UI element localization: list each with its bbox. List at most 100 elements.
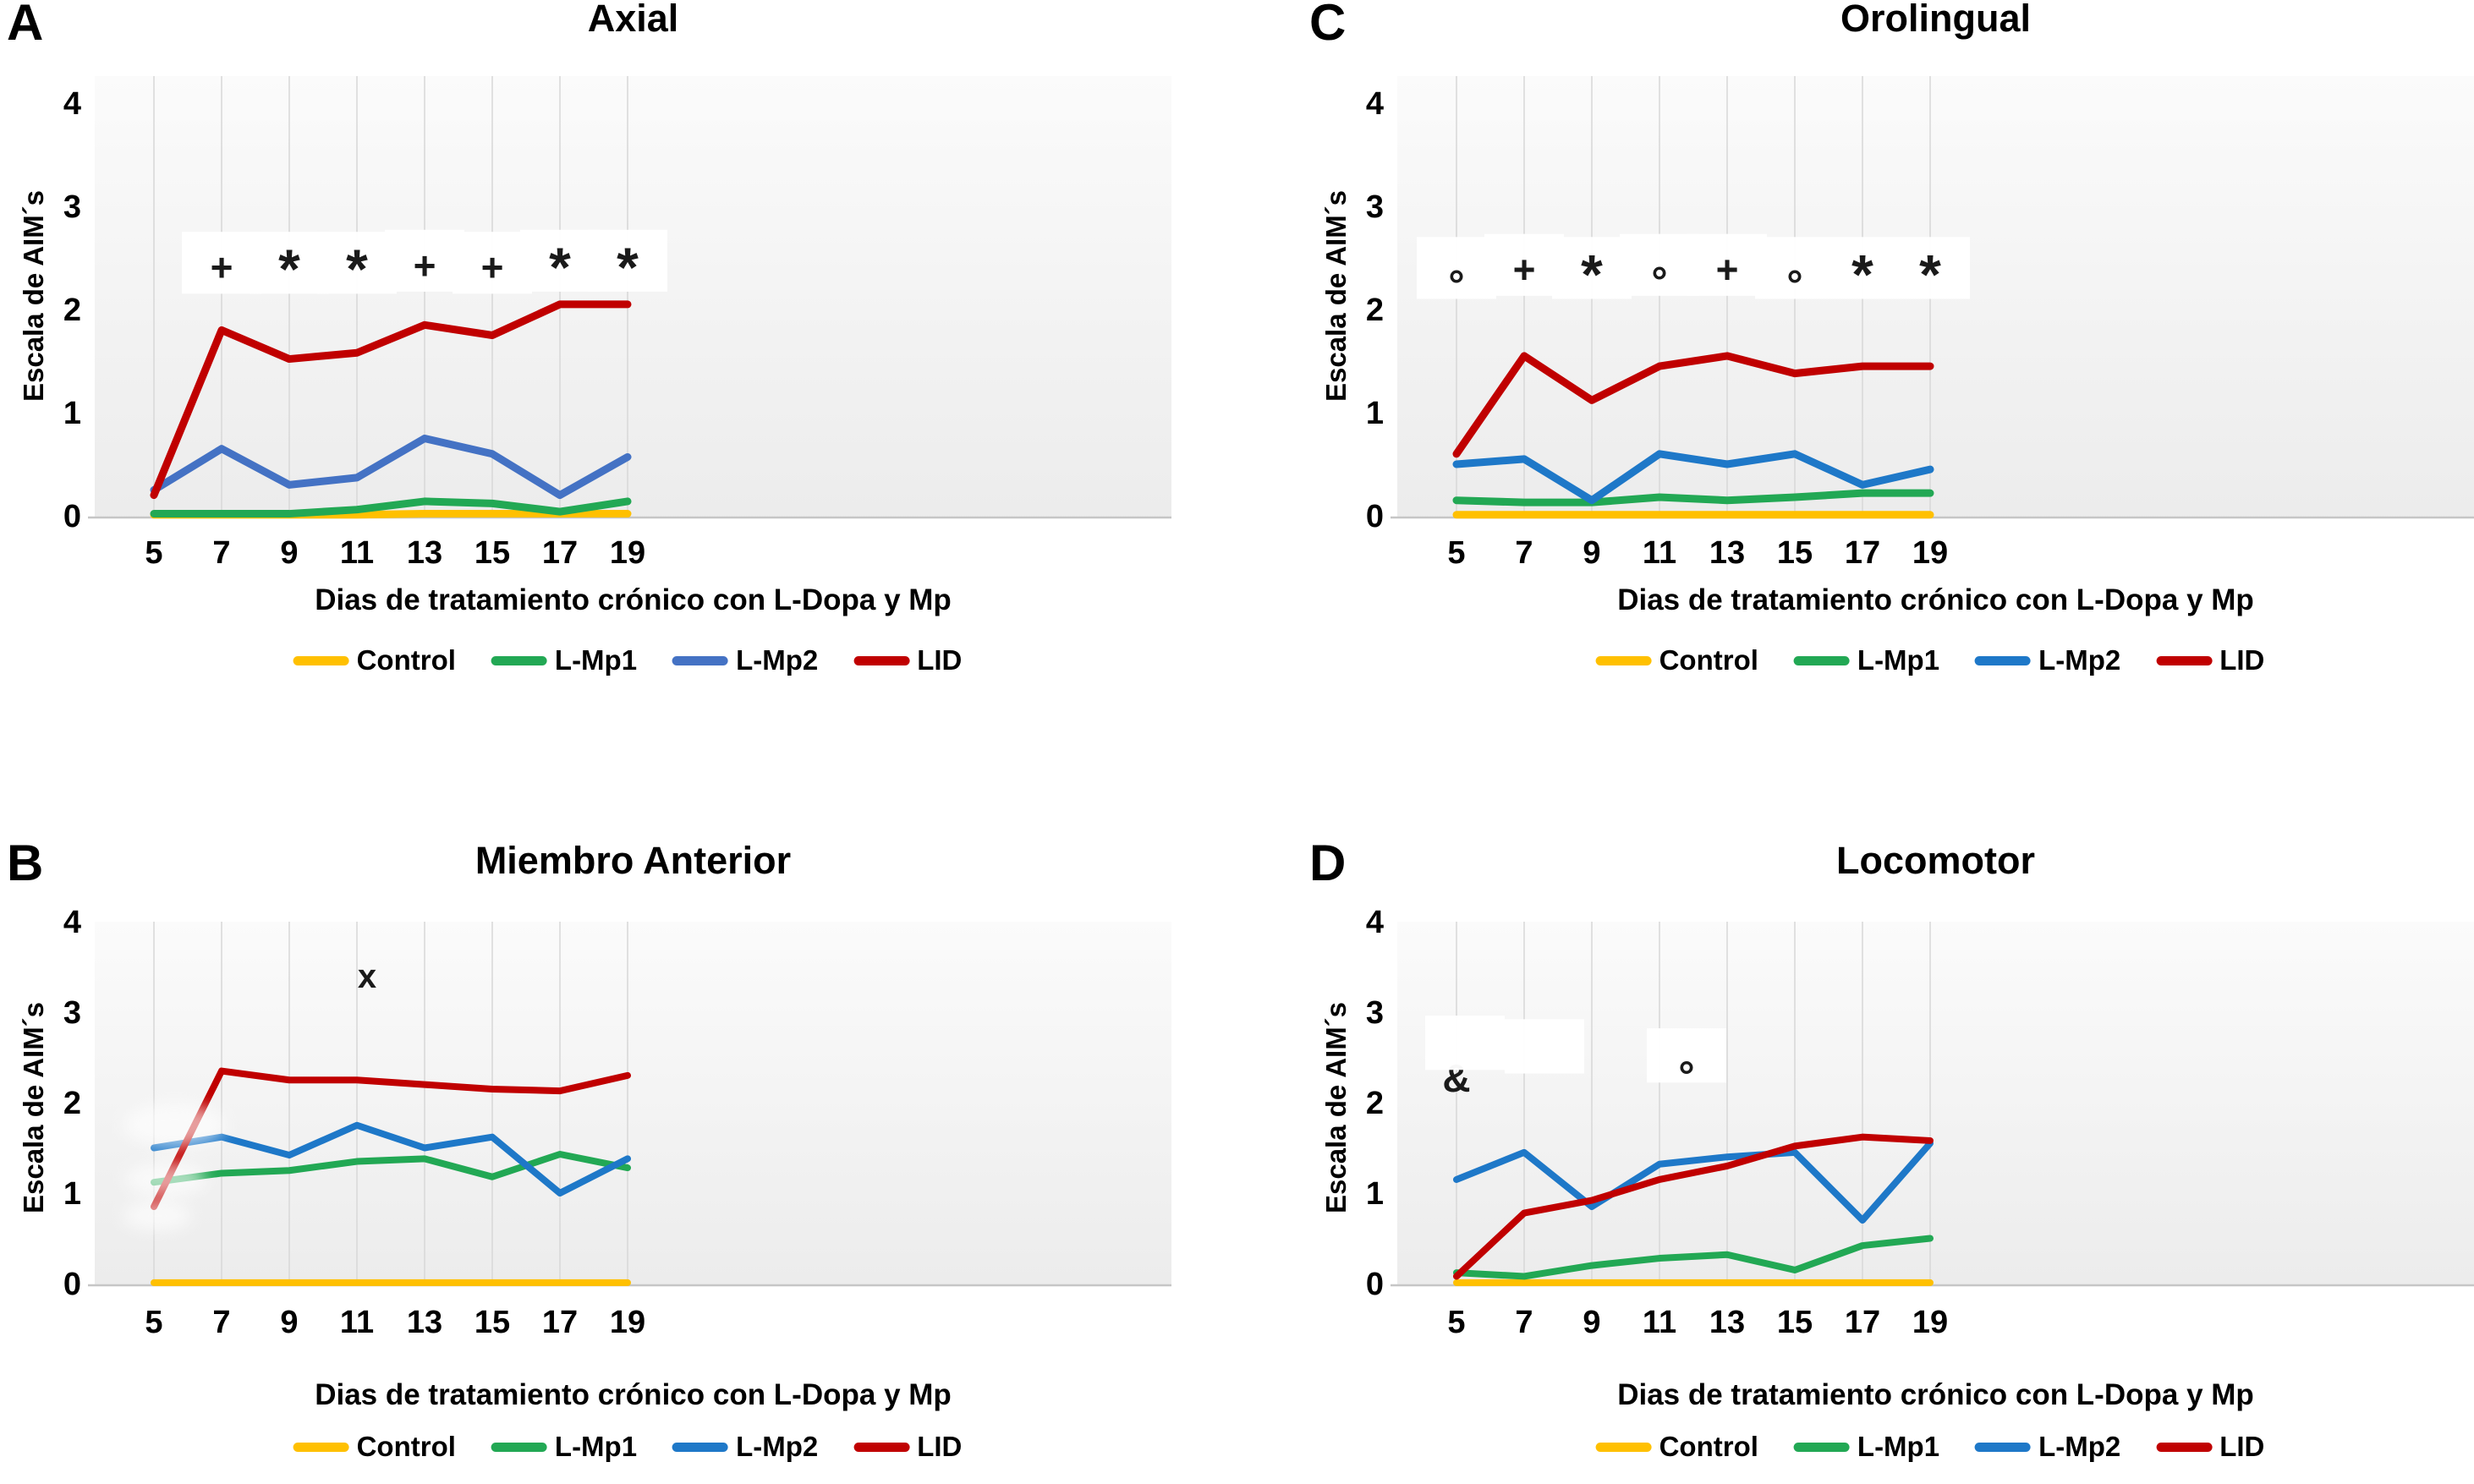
series-line-LID [151,1067,631,1211]
annotation-symbol: * [1919,243,1941,305]
y-tick: 2 [1366,293,1384,328]
legend-swatch [1975,1442,2032,1452]
legend-label: L-Mp1 [1857,1431,1940,1462]
legend: Control L-Mp1 L-Mp2 LID [293,1431,962,1463]
legend-item-L-Mp2: L-Mp2 [672,644,818,676]
legend-item-Control: Control [1595,644,1758,676]
legend-label: L-Mp2 [2038,1431,2121,1462]
x-tick: 9 [1583,535,1600,571]
x-axis-label: Dias de tratamiento crónico con L-Dopa y… [1617,1378,2254,1411]
x-tick: 9 [1583,1305,1600,1340]
legend: Control L-Mp1 L-Mp2 LID [293,644,963,676]
x-tick: 7 [212,535,230,571]
series-line-LID [1453,1133,1934,1280]
y-tick: 0 [63,499,81,534]
annotation-symbol: * [549,236,571,298]
legend-label: L-Mp2 [2038,644,2121,676]
y-tick: 2 [63,293,81,328]
plot-area: x 0 1 2 3 4 5 7 9 11 13 15 17 19 [63,905,1171,1340]
annotation-box [1687,233,1767,296]
annotation-box [453,232,532,294]
annotation-symbol: * [346,238,368,300]
legend-swatch [2156,1442,2213,1452]
panel-title: Orolingual [1840,0,2031,40]
legend-label: L-Mp1 [1857,644,1940,676]
annotation-symbol: ° [1448,263,1464,308]
y-tick: 4 [63,905,81,940]
x-tick: 7 [1515,535,1533,571]
legend-swatch [1595,655,1652,665]
legend-label: L-Mp2 [736,644,819,676]
annotation-box [1890,237,1970,299]
x-tick: 13 [407,1305,442,1340]
plot-area: + * * + + * * 0 1 2 3 4 5 7 9 11 13 15 17 19 [63,76,1171,571]
x-axis-label: Dias de tratamiento crónico con L-Dopa y… [315,583,952,616]
y-tick: 3 [1366,189,1384,225]
panel-letter: A [7,0,45,51]
legend-swatch [491,655,547,665]
series-line-L-Mp1 [1452,489,1934,507]
legend-swatch [491,1442,547,1452]
legend-item-L-Mp1: L-Mp1 [491,1431,637,1463]
y-tick: 0 [63,1267,81,1302]
y-tick: 0 [1366,499,1384,534]
panel-title: Locomotor [1836,839,2035,882]
series-line-LID [150,300,632,500]
annotation-box [520,229,600,292]
legend-swatch [1793,1442,1850,1452]
y-tick: 1 [63,1176,81,1212]
legend-item-LID: LID [2156,1431,2264,1463]
annotation-symbol: + [1716,248,1739,292]
legend-item-L-Mp2: L-Mp2 [1975,1431,2120,1463]
smudge [123,1200,191,1231]
legend-item-L-Mp1: L-Mp1 [1793,1431,1940,1463]
legend-label: LID [917,644,963,676]
annotation-box [317,232,397,294]
y-tick: 4 [1366,905,1384,940]
legend-swatch [853,655,910,665]
annotation-box [250,232,329,294]
plot-background [1397,922,2474,1285]
x-tick: 9 [280,1305,298,1340]
legend-label: Control [356,1431,456,1462]
y-tick: 2 [63,1086,81,1121]
x-tick: 17 [542,1305,578,1340]
x-tick: 7 [212,1305,230,1340]
series-line-L-Mp1 [1453,1235,1934,1280]
x-tick: 13 [1709,535,1745,571]
legend-label: Control [1659,1431,1758,1462]
smudge [125,1162,206,1197]
legend-label: L-Mp1 [554,1431,638,1462]
legend-label: L-Mp1 [554,644,638,676]
legend-label: LID [2219,1431,2265,1462]
series-line-L-Mp2 [1453,1140,1934,1224]
legend-item-Control: Control [1595,1431,1758,1463]
y-tick: 4 [1366,86,1384,122]
panel-orolingual: C Orolingual Escala de AIM´s ° + * ° + ° * * 0 1 2… [1303,0,2474,698]
x-tick: 17 [1845,535,1880,571]
legend-label: LID [2219,644,2265,676]
x-tick: 11 [340,1305,374,1340]
x-tick: 15 [1777,1305,1813,1340]
series-line-L-Mp1 [150,497,632,518]
panel-letter: C [1309,0,1347,51]
x-tick: 19 [1912,1305,1948,1340]
series-line-L-Mp2 [1452,450,1934,505]
annotation-box [182,232,261,294]
x-tick: 19 [610,1305,645,1340]
panel-letter: B [7,835,45,891]
annotation-symbol: + [1513,248,1536,292]
annotation-symbol: ° [1651,260,1667,305]
panel-title: Axial [587,0,679,40]
x-tick: 5 [145,535,162,571]
annotation-symbol: ° [1786,263,1802,308]
y-tick: 1 [1366,396,1384,431]
annotation-box [1425,1016,1505,1071]
annotation-symbol: ° [1678,1054,1694,1099]
annotation-box [1552,237,1632,299]
legend: Control L-Mp1 L-Mp2 LID [1595,644,2265,676]
x-tick: 9 [280,535,298,571]
